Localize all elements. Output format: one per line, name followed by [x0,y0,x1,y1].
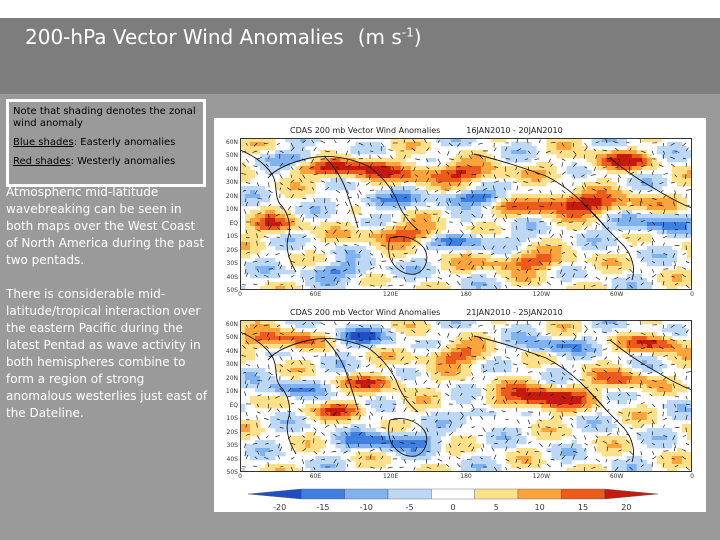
title-band [0,18,720,94]
longitude-label: 0 [238,291,242,298]
longitude-label: 60E [309,473,322,480]
paragraph-wavebreaking: Atmospheric mid-latitude wavebreaking ca… [6,185,205,267]
colorbar-label: 20 [621,503,632,512]
colorbar-label: 0 [450,503,456,512]
slide-title: 200-hPa Vector Wind Anomalies (m s-1) [25,25,422,49]
blue-shades-legend: Blue shades: Easterly anomalies [13,137,176,148]
longitude-label: 120W [532,473,551,480]
map-title: CDAS 200 mb Vector Wind Anomalies 21JAN20… [290,308,563,317]
latitude-label: 40N [225,347,238,355]
longitude-label: 120E [383,291,399,298]
colorbar-swatch [301,488,345,500]
latitude-label: 30S [226,260,238,268]
colorbar-label: 5 [493,503,499,512]
longitude-label: 180 [460,291,472,298]
latitude-label: EQ [229,401,238,409]
latitude-label: 20N [225,374,238,382]
latitude-label: 30N [225,179,238,187]
longitude-label: 120E [383,473,399,480]
title-text: 200-hPa Vector Wind Anomalies [25,25,344,49]
colorbar-swatch [248,488,302,500]
latitude-label: 10N [225,206,238,214]
wind-anomaly-map [240,138,692,290]
latitude-label: 60N [225,321,238,328]
latitude-label: 50S [226,469,238,476]
wind-anomaly-figure: CDAS 200 mb Vector Wind Anomalies 16JAN20… [214,118,706,512]
colorbar-swatch [344,488,389,500]
latitude-label: 40S [226,273,238,281]
colorbar-label: 10 [534,503,545,512]
longitude-label: 60E [309,291,322,298]
wind-anomaly-map [240,320,692,472]
red-shades-legend: Red shades: Westerly anomalies [13,156,176,167]
latitude-label: 30N [225,361,238,369]
latitude-label: 50N [225,334,238,342]
colorbar-swatch [387,488,432,500]
latitude-label: 20S [226,428,238,436]
latitude-label: 50N [225,152,238,160]
colorbar-label: -5 [405,503,414,512]
longitude-label: 0 [238,473,242,480]
map-title: CDAS 200 mb Vector Wind Anomalies 16JAN20… [290,126,563,135]
colorbar-label: -15 [316,503,330,512]
latitude-label: 30S [226,442,238,450]
shading-note-box: Note that shading denotes the zonal wind… [6,99,206,187]
longitude-label: 60W [609,473,624,480]
paragraph-interaction: There is considerable mid-latitude/tropi… [6,287,208,420]
title-units: (m s-1) [357,25,422,49]
colorbar-label: -20 [273,503,287,512]
latitude-label: 40S [226,455,238,463]
latitude-label: 60N [225,139,238,146]
shading-note: Note that shading denotes the zonal wind… [13,106,196,129]
longitude-label: 0 [690,473,694,480]
top-strip [0,0,720,18]
colorbar-swatch [474,488,519,500]
colorbar-label: 15 [577,503,589,512]
longitude-label: 0 [690,291,694,298]
longitude-label: 120W [532,291,551,298]
colorbar-label: -10 [359,503,373,512]
map-panel-pentad-2: CDAS 200 mb Vector Wind Anomalies 21JAN20… [214,304,706,482]
latitude-label: 10S [226,415,238,423]
colorbar-swatch [561,488,605,500]
longitude-label: 60W [609,291,624,298]
latitude-label: 10S [226,233,238,241]
latitude-label: 20S [226,246,238,254]
latitude-label: EQ [229,219,238,227]
map-panel-pentad-1: CDAS 200 mb Vector Wind Anomalies 16JAN20… [214,122,706,300]
colorbar-swatch [431,488,475,500]
latitude-label: 40N [225,165,238,173]
latitude-label: 20N [225,192,238,200]
colorbar-swatch [604,488,658,500]
longitude-label: 180 [460,473,472,480]
latitude-label: 50S [226,287,238,294]
colorbar [248,488,658,500]
colorbar-swatch [517,488,562,500]
latitude-label: 10N [225,388,238,396]
